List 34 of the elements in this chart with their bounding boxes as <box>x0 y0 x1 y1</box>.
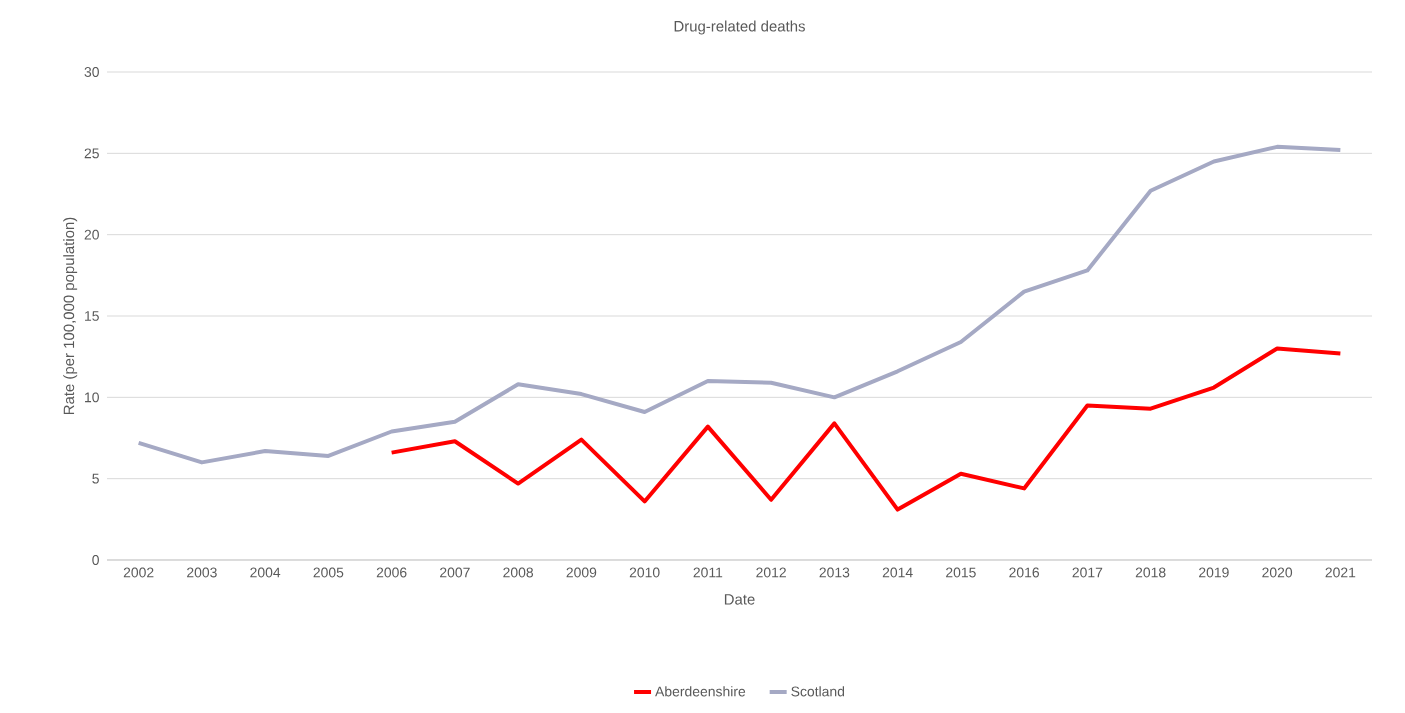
x-tick-label: 2004 <box>250 567 281 578</box>
y-tick-label: 20 <box>84 229 99 240</box>
y-tick-label: 5 <box>92 473 99 484</box>
x-tick-label: 2021 <box>1325 567 1356 578</box>
x-tick-label: 2016 <box>1009 567 1040 578</box>
x-tick-label: 2006 <box>376 567 407 578</box>
x-tick-label: 2010 <box>629 567 660 578</box>
x-tick-label: 2012 <box>756 567 786 578</box>
chart-title: Drug-related deaths <box>674 20 805 35</box>
y-tick-label: 10 <box>85 392 99 403</box>
y-axis-title: Rate (per 100,000 population) <box>63 217 78 415</box>
y-tick-label: 30 <box>84 67 99 77</box>
x-tick-label: 2020 <box>1262 567 1293 578</box>
x-tick-label: 2008 <box>503 567 534 578</box>
x-tick-label: 2017 <box>1072 567 1103 578</box>
x-tick-label: 2003 <box>187 567 217 578</box>
x-axis-title: Date <box>724 594 755 605</box>
x-tick-label: 2002 <box>123 567 154 578</box>
x-tick-label: 2019 <box>1199 567 1229 578</box>
line-series <box>136 144 1343 465</box>
x-tick-label: 2007 <box>440 567 470 578</box>
x-tick-label: 2009 <box>566 567 597 578</box>
x-tick-label: 2014 <box>882 567 913 578</box>
y-tick-label: 15 <box>85 311 99 321</box>
legend-label: Scotland <box>791 686 845 697</box>
x-tick-label: 2015 <box>946 567 976 578</box>
y-tick-label: 0 <box>92 555 99 565</box>
y-tick-label: 25 <box>84 148 99 159</box>
x-tick-label: 2018 <box>1135 567 1166 578</box>
x-tick-label: 2011 <box>693 567 723 578</box>
x-tick-label: 2013 <box>819 567 850 578</box>
line-series <box>389 346 1343 512</box>
x-tick-label: 2005 <box>313 567 344 578</box>
legend-label: Aberdeenshire <box>655 686 746 697</box>
